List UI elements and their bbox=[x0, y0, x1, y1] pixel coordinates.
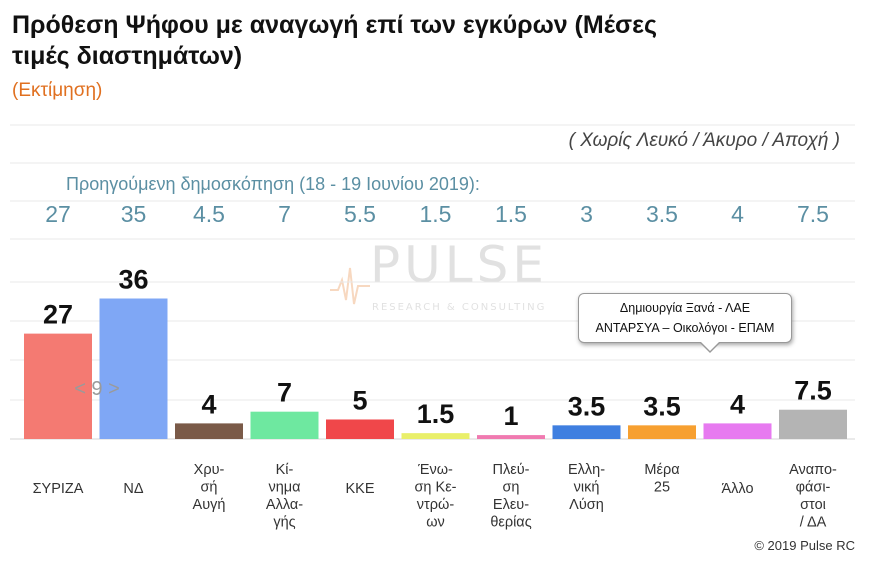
bar-5 bbox=[401, 433, 470, 439]
bar-7 bbox=[552, 425, 621, 439]
category-label-10-line-2: στοι bbox=[800, 497, 826, 513]
category-label-3-line-3: γής bbox=[273, 515, 295, 531]
slide-pager-text: < 9 > bbox=[74, 378, 120, 400]
previous-value-5: 1.5 bbox=[420, 201, 452, 227]
bar-0 bbox=[24, 333, 92, 439]
bar-6 bbox=[477, 435, 545, 439]
bar-4 bbox=[326, 419, 394, 439]
value-label-9: 4 bbox=[730, 389, 745, 419]
callout-arrow-fill bbox=[700, 341, 720, 351]
previous-value-0: 27 bbox=[45, 201, 71, 227]
category-label-3-line-0: Κί- bbox=[276, 462, 294, 478]
value-label-8: 3.5 bbox=[643, 391, 681, 421]
category-label-2-line-2: Αυγή bbox=[193, 497, 226, 513]
previous-value-6: 1.5 bbox=[495, 201, 527, 227]
category-label-8-line-0: Μέρα bbox=[644, 462, 679, 478]
other-parties-callout: Δημιουργία Ξανά - ΛΑΕ ΑΝΤΑΡΣΥΑ – Οικολόγ… bbox=[578, 293, 792, 353]
category-label-10-line-1: φάσι- bbox=[796, 480, 831, 496]
callout-line-2: ΑΝΤΑΡΣΥΑ – Οικολόγοι - ΕΠΑΜ bbox=[595, 321, 775, 335]
bar-1 bbox=[99, 298, 168, 439]
copyright: © 2019 Pulse RC bbox=[754, 538, 855, 553]
category-label-7-line-2: Λύση bbox=[569, 497, 604, 513]
value-label-1: 36 bbox=[118, 265, 148, 295]
chart-title: Πρόθεση Ψήφου με αναγωγή επί των εγκύρων… bbox=[12, 11, 657, 70]
previous-value-4: 5.5 bbox=[344, 201, 376, 227]
category-label-7-line-0: Ελλη- bbox=[568, 462, 605, 478]
category-label-6-line-1: ση bbox=[502, 480, 519, 496]
previous-value-7: 3 bbox=[580, 201, 593, 227]
previous-value-2: 4.5 bbox=[193, 201, 225, 227]
category-label-7-line-1: νική bbox=[574, 480, 600, 496]
bar-2 bbox=[175, 423, 243, 439]
previous-value-3: 7 bbox=[278, 201, 291, 227]
bar-3 bbox=[250, 411, 319, 439]
callout-line-1: Δημιουργία Ξανά - ΛΑΕ bbox=[619, 301, 751, 315]
previous-value-10: 7.5 bbox=[797, 201, 829, 227]
category-label-2-line-1: σή bbox=[200, 480, 217, 496]
bar-10 bbox=[779, 409, 847, 439]
value-label-3: 7 bbox=[277, 378, 292, 408]
pulse-wave-icon bbox=[330, 267, 370, 305]
category-label-3-line-2: Αλλα- bbox=[266, 497, 303, 513]
category-label-10-line-3: / ΔΑ bbox=[800, 515, 827, 531]
category-label-0-line-0: ΣΥΡΙΖΑ bbox=[33, 481, 84, 497]
category-label-9-line-0: Άλλο bbox=[721, 481, 753, 497]
category-label-5-line-2: ντρώ- bbox=[417, 497, 455, 513]
category-label-3-line-1: νημα bbox=[268, 480, 300, 496]
previous-value-8: 3.5 bbox=[646, 201, 678, 227]
value-label-10: 7.5 bbox=[794, 376, 832, 406]
category-label-1-line-0: ΝΔ bbox=[123, 481, 143, 497]
category-label-5-line-1: ση Κε- bbox=[414, 480, 456, 496]
category-label-5-line-3: ων bbox=[426, 515, 445, 531]
value-label-6: 1 bbox=[503, 401, 518, 431]
watermark-main-text: PULSE bbox=[370, 236, 548, 294]
category-label-8-line-1: 25 bbox=[654, 480, 670, 496]
category-label-6-line-3: θερίας bbox=[490, 515, 531, 531]
value-label-7: 3.5 bbox=[568, 391, 606, 421]
category-label-10-line-0: Αναπο- bbox=[789, 462, 837, 478]
value-label-4: 5 bbox=[352, 385, 367, 415]
value-label-5: 1.5 bbox=[417, 399, 455, 429]
chart-subtitle: (Εκτίμηση) bbox=[12, 80, 103, 101]
previous-value-9: 4 bbox=[731, 201, 744, 227]
category-label-5-line-0: Ένω- bbox=[417, 462, 453, 478]
category-label-6-line-0: Πλεύ- bbox=[493, 462, 530, 478]
value-label-2: 4 bbox=[201, 389, 216, 419]
pulse-watermark-logo: PULSE RESEARCH & CONSULTING bbox=[330, 236, 550, 321]
previous-value-1: 35 bbox=[121, 201, 147, 227]
value-label-0: 27 bbox=[43, 300, 73, 330]
watermark-sub-text: RESEARCH & CONSULTING bbox=[372, 302, 547, 313]
category-label-6-line-2: Ελευ- bbox=[493, 497, 529, 513]
bar-8 bbox=[628, 425, 696, 439]
category-label-4-line-0: ΚΚΕ bbox=[345, 481, 374, 497]
exclusion-note: ( Χωρίς Λευκό / Άκυρο / Αποχή ) bbox=[568, 130, 840, 151]
category-label-2-line-0: Χρυ- bbox=[194, 462, 225, 478]
bar-9 bbox=[703, 423, 772, 439]
previous-poll-label: Προηγούμενη δημοσκόπηση (18 - 19 Ιουνίου… bbox=[66, 174, 480, 194]
